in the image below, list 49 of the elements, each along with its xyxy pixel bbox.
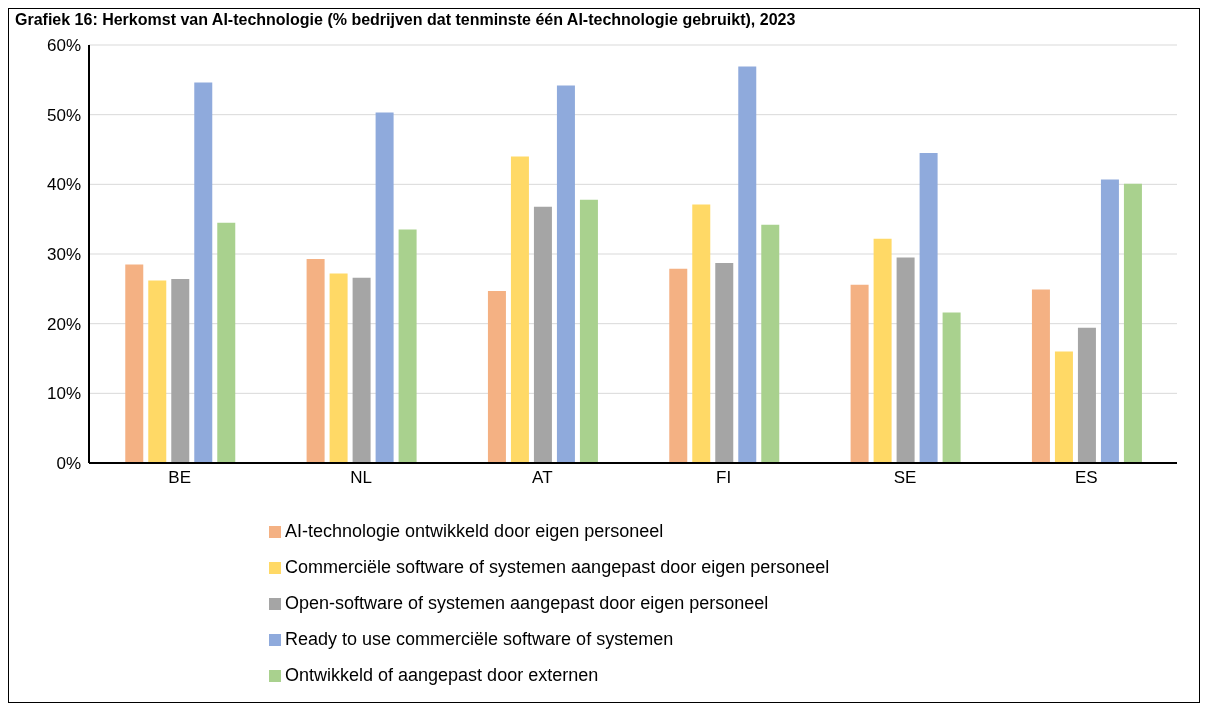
bar (1031, 289, 1050, 463)
y-tick-label: 10% (46, 384, 81, 404)
y-tick-label: 40% (46, 175, 81, 195)
bar (1054, 351, 1073, 463)
bar (715, 263, 734, 463)
bar (942, 312, 961, 463)
bar (352, 277, 371, 463)
x-tick-label: ES (1074, 468, 1098, 488)
bar (306, 258, 325, 463)
bar (125, 264, 144, 463)
bar (510, 156, 529, 463)
bar (761, 224, 780, 463)
legend-label: AI-technologie ontwikkeld door eigen personeel (285, 521, 664, 541)
bar (398, 229, 417, 463)
bar (896, 257, 915, 463)
x-tick-label: FI (716, 468, 732, 488)
legend-label: Open-software of systemen aangepast door eigen personeel (285, 593, 769, 613)
bar (194, 82, 213, 463)
y-tick-label: 20% (46, 314, 81, 334)
bar (556, 85, 575, 463)
y-tick-label: 50% (46, 105, 81, 125)
bar (919, 152, 938, 463)
bar (850, 284, 869, 463)
legend-label: Ready to use commerciële software of systemen (285, 629, 674, 649)
bar (1123, 183, 1142, 463)
y-tick-label: 30% (46, 245, 81, 265)
bar (329, 273, 348, 463)
bar (669, 268, 688, 463)
bar (692, 204, 711, 463)
y-tick-label: 60% (46, 36, 81, 56)
bar (148, 280, 167, 463)
bar (1077, 327, 1096, 463)
x-tick-label: BE (168, 468, 192, 488)
bar (487, 290, 506, 463)
bar (738, 66, 757, 463)
chart-title: Grafiek 16: Herkomst van AI-technologie (% bedrijven dat tenminste één AI-technologie gebruikt), 2023 (14, 10, 797, 30)
x-tick-label: NL (350, 468, 372, 488)
bar (217, 222, 236, 463)
bar (873, 238, 892, 463)
bar (375, 112, 394, 463)
x-tick-label: AT (532, 468, 553, 488)
legend-label: Ontwikkeld of aangepast door externen (285, 665, 599, 685)
y-tick-label: 0% (56, 454, 81, 474)
bar (533, 206, 552, 463)
bar (579, 199, 598, 463)
bar (1100, 179, 1119, 463)
legend-label: Commerciële software of systemen aangepast door eigen personeel (285, 557, 830, 577)
x-tick-label: SE (893, 468, 917, 488)
bar (171, 279, 190, 463)
